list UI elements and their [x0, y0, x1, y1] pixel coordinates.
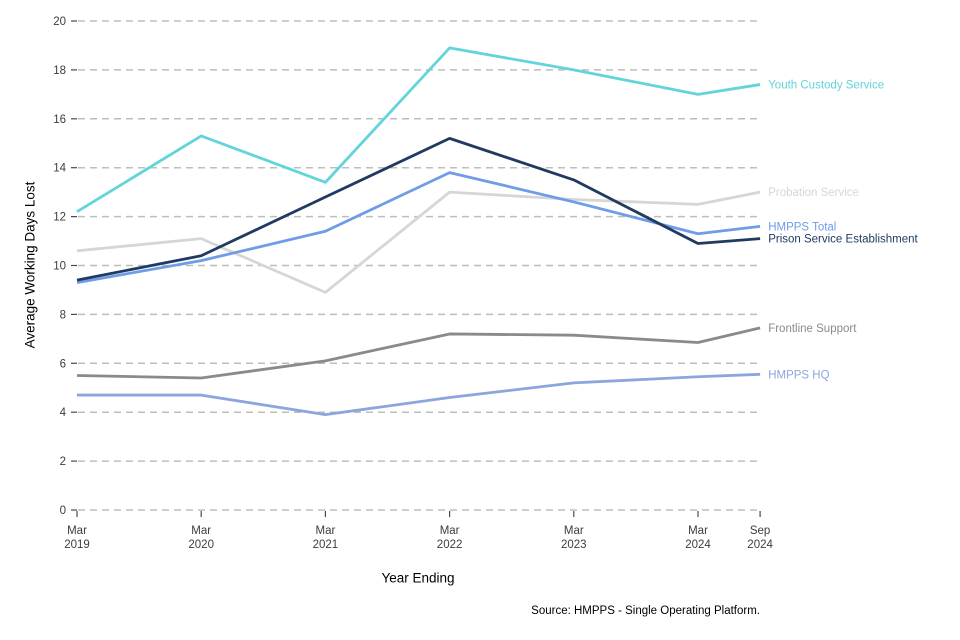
y-axis-title: Average Working Days Lost — [22, 181, 38, 349]
series-line-probation-service — [76, 190, 761, 294]
y-tick-label: 16 — [53, 114, 66, 126]
series-label-frontline-support: Frontline Support — [768, 323, 857, 335]
x-tick-label-mar-2020: Mar 2020 — [188, 525, 214, 551]
x-tick-label-sep-2024: Sep 2024 — [747, 525, 773, 551]
series-line-hmpps-hq — [77, 372, 761, 417]
y-tick-label: 2 — [60, 456, 66, 468]
x-tick-label-mar-2021: Mar 2021 — [313, 525, 339, 551]
y-tick-label: 8 — [60, 309, 66, 321]
series-line-prison-service-establishment — [76, 136, 761, 282]
x-tick-label-mar-2019: Mar 2019 — [64, 525, 90, 551]
x-tick-label-mar-2024: Mar 2024 — [685, 525, 711, 551]
y-tick-label: 18 — [53, 65, 66, 77]
x-tick-label-mar-2023: Mar 2023 — [561, 525, 587, 551]
series-line-frontline-support — [76, 326, 761, 380]
y-tick-label: 12 — [53, 212, 66, 224]
y-tick-label: 14 — [53, 163, 66, 175]
series-line-hmpps-total — [76, 171, 761, 284]
x-tick-label-mar-2022: Mar 2022 — [437, 525, 463, 551]
y-tick-label: 4 — [60, 407, 67, 419]
y-tick-label: 0 — [60, 505, 66, 517]
y-tick-label: 6 — [60, 358, 66, 370]
x-axis-title: Year Ending — [381, 570, 455, 586]
series-label-prison-service-establishment: Prison Service Establishment — [768, 234, 918, 246]
source-note: Source: HMPPS - Single Operating Platfor… — [531, 605, 760, 617]
series-label-hmpps-total: HMPPS Total — [768, 221, 836, 233]
y-tick-label: 20 — [53, 16, 66, 28]
series-label-hmpps-hq: HMPPS HQ — [768, 369, 829, 381]
series-label-probation-service: Probation Service — [768, 187, 859, 199]
series-label-youth-custody-service: Youth Custody Service — [768, 80, 884, 92]
y-tick-label: 10 — [53, 261, 66, 273]
series-line-youth-custody-service — [76, 46, 761, 213]
